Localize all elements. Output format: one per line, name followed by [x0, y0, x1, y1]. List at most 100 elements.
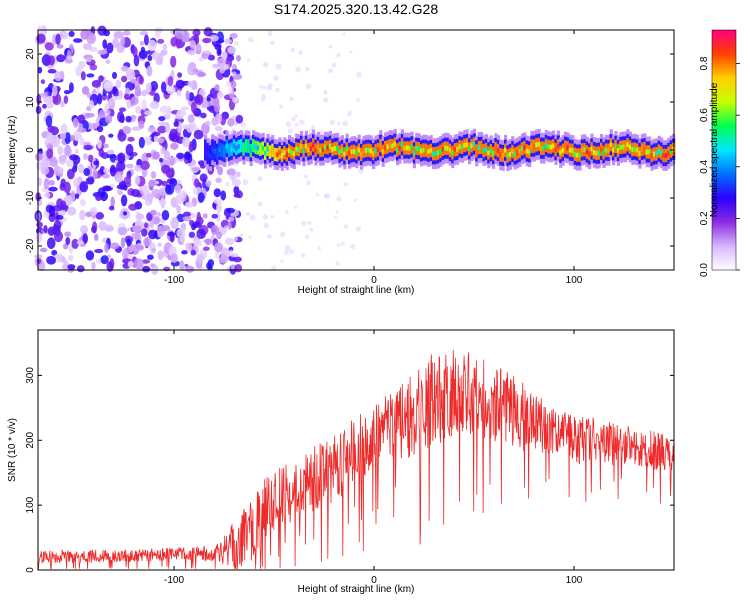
spectrogram-noise-cell [188, 141, 194, 153]
spectrogram-noise-cell [155, 193, 161, 200]
spectrogram-noise-cell [112, 71, 118, 80]
spectrogram-tone-cell [340, 148, 344, 153]
spectrogram-noise-cell [198, 57, 204, 62]
spectrogram-tone-cell [249, 148, 253, 154]
colorbar: 0.0 0.2 0.4 0.6 0.8 Normalized spectral ampl… [699, 29, 740, 277]
spectrogram-noise-cell [76, 240, 84, 245]
spectrogram-noise-cell [153, 134, 159, 143]
spectrogram-tone-cell [427, 149, 431, 154]
spectrogram-tone-cell [580, 147, 584, 153]
spectrogram-speckle-cell [336, 243, 341, 247]
spectrogram-tone-cell [667, 150, 671, 156]
spectrogram-tone-cell [664, 153, 668, 158]
spectrogram-tone-cell [542, 145, 546, 151]
spectrogram-noise-cell [109, 242, 120, 250]
spectrogram-tone-cell [475, 148, 479, 154]
spectrogram-noise-cell [179, 234, 185, 244]
spectrogram-noise-cell [95, 193, 102, 202]
spectrogram-noise-cell [78, 60, 86, 69]
spectrogram-tone-cell [549, 144, 553, 150]
spectrogram-noise-cell [91, 261, 96, 270]
spectrogram-noise-cell [185, 265, 195, 273]
spectrogram-noise-cell [122, 125, 132, 135]
spectrogram-noise-cell [143, 236, 152, 247]
spectrogram-noise-cell [213, 188, 222, 198]
spectrogram-noise-cell [67, 264, 76, 270]
spectrogram-speckle-cell [304, 234, 310, 240]
spectrogram-y-ticks: -20 -10 0 10 20 [25, 48, 674, 253]
spectrogram-tone-cell [631, 147, 635, 152]
spectrogram-noise-cell [66, 55, 73, 60]
spectrogram-tone-cell [602, 150, 606, 155]
spectrogram-tone-cell [379, 143, 383, 148]
spectrogram-tone-cell [669, 148, 673, 154]
spectrogram-noise-cell [80, 225, 89, 234]
spectrogram-speckle-cell [356, 71, 362, 78]
spectrogram-tone-cell [242, 146, 246, 152]
spectrogram-noise-cell [224, 38, 233, 45]
spectrogram-noise-cell [74, 193, 80, 199]
spectrogram-tone-cell [616, 148, 620, 153]
spectrogram-tone-cell [268, 149, 272, 155]
spectrogram-tone-cell [333, 146, 337, 151]
spectrogram-speckle-cell [303, 174, 308, 179]
spectrogram-tone-cell [568, 147, 572, 153]
spectrogram-tone-cell [590, 146, 594, 152]
spectrogram-noise-cell [193, 178, 200, 188]
spectrogram-noise-cell [105, 114, 113, 124]
spectrogram-noise-cell [135, 245, 144, 251]
spectrogram-speckle-cell [323, 193, 329, 199]
spectrogram-noise-cell [197, 72, 207, 77]
snr-y-tick-label: 200 [25, 431, 36, 448]
spectrogram-noise-cell [52, 84, 58, 97]
spectrogram-noise-cell [91, 79, 102, 88]
spectrogram-noise-cell [170, 134, 180, 143]
spectrogram-speckle-cell [290, 47, 295, 53]
spectrogram-tone-cell [585, 149, 589, 155]
spectrogram-noise-cell [230, 253, 239, 258]
spectrogram-noise-cell [46, 255, 57, 265]
spectrogram-tone-cell [506, 153, 510, 159]
spectrogram-tone-cell [206, 151, 210, 156]
spectrogram-tone-cell [468, 146, 472, 152]
spectrogram-noise-cell [128, 203, 138, 211]
spectrogram-tone-cell [662, 153, 666, 158]
spectrogram-noise-cell [103, 80, 114, 92]
spectrogram-tone-cell [523, 145, 527, 151]
spectrogram-noise-cell [236, 54, 241, 62]
spectrogram-noise-cell [43, 95, 54, 104]
spectrogram-speckle-cell [349, 243, 356, 250]
spectrogram-speckle-cell [257, 175, 263, 182]
spectrogram-x-label: Height of straight line (km) [298, 285, 415, 296]
spectrogram-tone-cell [280, 153, 284, 158]
spectrogram-noise-cell [147, 39, 157, 52]
spectrogram-noise-cell [215, 177, 222, 183]
spectrogram-tone-cell [355, 150, 359, 156]
spectrogram-speckle-cell [246, 58, 251, 63]
spectrogram-tone-cell [429, 148, 433, 153]
spectrogram-tone-cell [456, 147, 460, 152]
spectrogram-noise-cell [116, 189, 122, 194]
spectrogram-noise-cell [165, 184, 175, 195]
spectrogram-noise-cell [39, 247, 48, 253]
spectrogram-tone-cell [597, 150, 601, 156]
spectrogram-speckle-cell [343, 182, 348, 187]
spectrogram-speckle-cell [263, 222, 269, 229]
spectrogram-noise-cell [140, 160, 150, 170]
spectrogram-noise-cell [103, 167, 110, 174]
spectrogram-noise-cell [229, 32, 238, 39]
spectrogram-noise-cell [135, 105, 142, 114]
spectrogram-speckle-cell [307, 221, 312, 226]
spectrogram-noise-cell [182, 136, 190, 148]
spectrogram-noise-cell [106, 261, 114, 272]
spectrogram-noise-cell [68, 30, 75, 37]
spectrogram-noise-cell [221, 51, 228, 62]
spectrogram-tone-cell [636, 147, 640, 153]
spectrogram-speckle-cell [300, 220, 307, 226]
spectrogram-noise-cell [113, 33, 123, 39]
spectrogram-noise-cell [78, 137, 85, 146]
spectrogram-tone-cell [278, 150, 282, 156]
spectrogram-noise-cell [196, 228, 206, 240]
spectrogram-speckle-cell [284, 210, 289, 215]
spectrogram-tone-cell [304, 143, 308, 149]
